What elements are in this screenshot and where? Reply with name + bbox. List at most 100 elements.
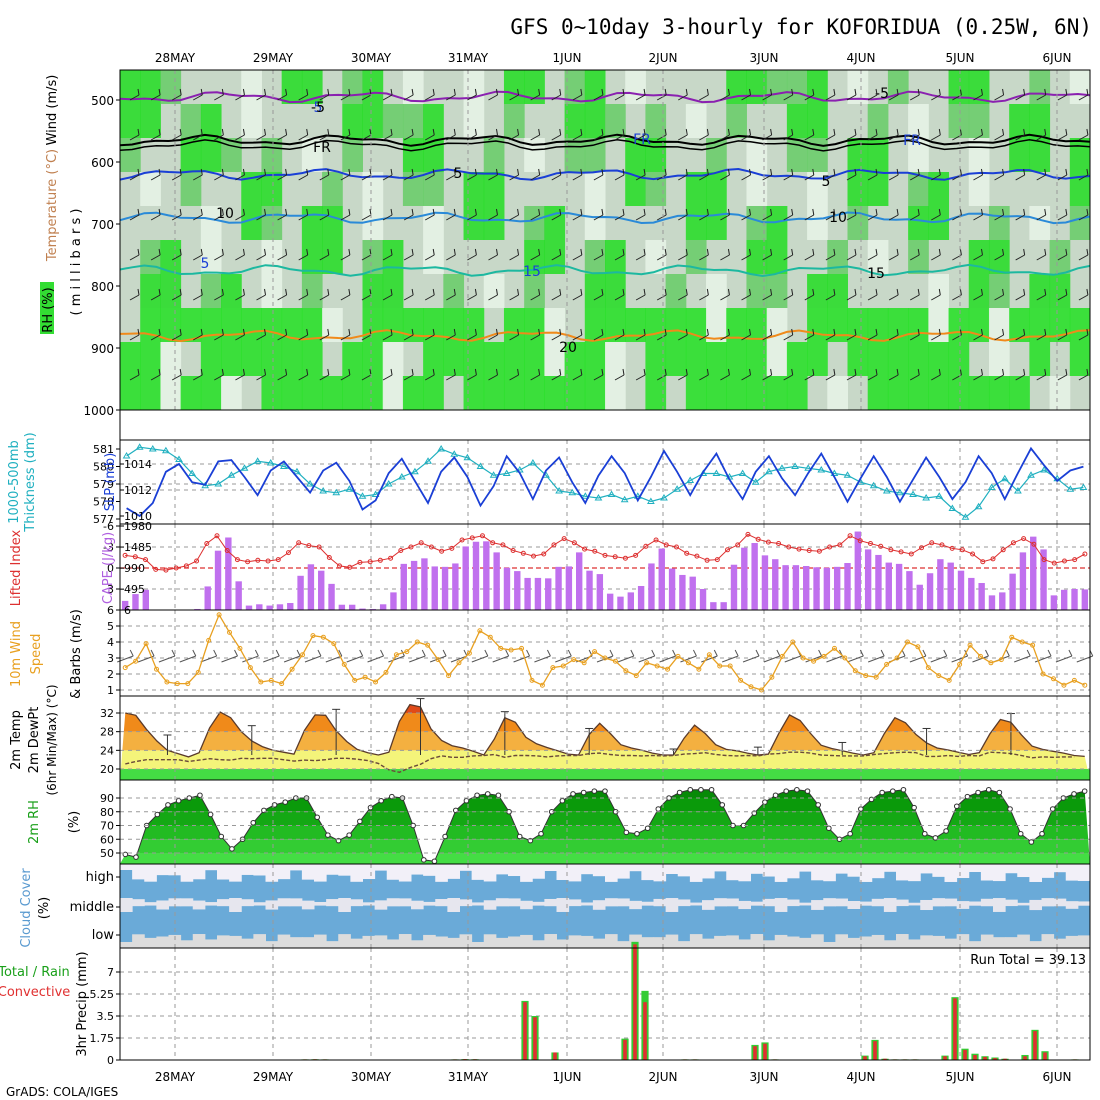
li-point [755, 536, 761, 542]
x-tick-label-top: 4JUN [847, 51, 876, 65]
li-point [173, 565, 179, 571]
wind-barb [488, 294, 498, 301]
wind-barb [713, 649, 718, 657]
wind-barb [614, 334, 625, 341]
contour-label: FR [633, 132, 651, 148]
rh-cell [584, 206, 606, 240]
thickness-point [319, 487, 328, 494]
wind-barb [825, 254, 836, 261]
thickness-point [437, 445, 446, 452]
wind-barb [1078, 94, 1089, 101]
rh-point [1039, 830, 1045, 837]
wind-barb [656, 334, 667, 341]
cloud-middle-gap [714, 898, 727, 907]
wind-barb [256, 94, 266, 101]
y-tick-label: 7 [107, 966, 114, 979]
wind-barb [390, 168, 393, 176]
li-point [816, 548, 822, 554]
cloud-level-label: low [92, 928, 115, 943]
rh-cell [867, 342, 889, 376]
cloud-high-gap [1029, 864, 1042, 882]
wind-barb [656, 94, 667, 101]
cloud-low-gap [568, 935, 582, 948]
li-point [827, 544, 833, 550]
ylabel-2m-temp: 2m Temp [9, 710, 24, 770]
wind-barb [474, 88, 477, 96]
wind-barb [812, 168, 815, 176]
wind-barb [242, 88, 245, 96]
cloud-middle-gap [835, 898, 848, 907]
wind-barb [1055, 655, 1073, 663]
wind-barb [699, 174, 709, 181]
wind-barb [306, 328, 309, 336]
wind-speed-point [904, 639, 910, 645]
rh-point [218, 833, 225, 840]
cloud-low-gap [605, 934, 618, 948]
wind-speed-point [1071, 677, 1077, 683]
wind-speed-point [852, 668, 858, 674]
wind-barb [643, 168, 646, 176]
wind-speed-point [748, 684, 754, 690]
rh-cell [402, 138, 424, 172]
cloud-middle-gap [495, 898, 509, 907]
wind-barb [804, 134, 815, 141]
rh-cell [584, 376, 606, 410]
cape-bar [1081, 589, 1089, 610]
rh-point [133, 854, 139, 860]
cloud-middle-gap [896, 899, 909, 907]
li-point [663, 542, 669, 548]
wind-barb [256, 374, 266, 381]
cape-bar [720, 602, 727, 610]
li-point [980, 559, 986, 565]
wind-barb [931, 94, 941, 101]
wind-speed-point [1061, 682, 1067, 688]
wind-barb [959, 168, 962, 176]
wind-barb [973, 174, 983, 181]
wind-barb [150, 649, 155, 657]
x-tick-label-top: 5JUN [946, 51, 975, 65]
wind-barb [917, 168, 920, 176]
cloud-high-gap [617, 864, 630, 879]
thickness-point [594, 494, 603, 501]
cloud-high-gap [714, 864, 727, 872]
cape-bar [668, 568, 676, 610]
wind-barb [622, 88, 625, 96]
cloud-high-gap [908, 864, 921, 882]
wind-speed-point [268, 677, 274, 683]
wind-barb [559, 368, 562, 376]
thickness-point [227, 471, 236, 478]
cloud-low-gap [386, 939, 400, 948]
li-point [908, 551, 914, 557]
wind-barb [538, 288, 541, 296]
rh-point [879, 789, 885, 796]
rh-cell [544, 342, 566, 376]
wind-barb [277, 174, 287, 181]
rh-cell [867, 104, 889, 138]
wind-barb [403, 134, 414, 141]
rh-cell [443, 274, 465, 308]
rh-point [676, 789, 683, 796]
rh-cell [746, 274, 768, 308]
wind-barb [1065, 288, 1068, 296]
ylabel-minmax: (6hr Min/Max) (°C) [45, 684, 59, 795]
wind-barb [888, 134, 899, 141]
wind-barb [601, 208, 604, 216]
wind-barb [656, 254, 667, 261]
wind-barb [150, 334, 161, 341]
rh-cell [443, 308, 465, 342]
wind-barb [720, 134, 730, 141]
cloud-high-gap [423, 864, 436, 876]
wind-barb [474, 368, 477, 376]
wind-barb [1002, 128, 1005, 136]
rh-cell [261, 240, 283, 274]
li-point [326, 555, 332, 560]
thickness-point [135, 443, 144, 450]
wind-barb [221, 368, 224, 376]
rh-cell [281, 70, 303, 104]
rh-cell [827, 376, 848, 410]
rh-cell [503, 70, 525, 104]
wind-barb [783, 334, 793, 341]
contour-line [119, 263, 1091, 278]
cloud-high-gap [823, 864, 836, 882]
